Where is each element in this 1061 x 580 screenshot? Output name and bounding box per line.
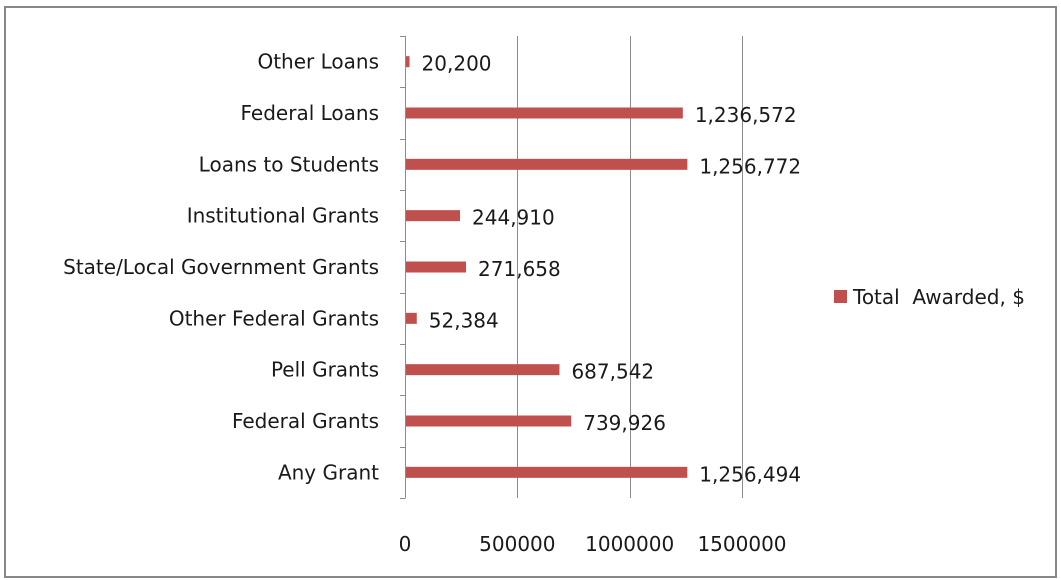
data-label: 1,256,494 <box>699 462 801 486</box>
category-label: Other Loans <box>257 50 379 74</box>
data-label: 244,910 <box>472 206 555 230</box>
bar <box>406 158 688 170</box>
bar <box>406 210 461 222</box>
category-label: State/Local Government Grants <box>63 255 379 279</box>
data-label: 1,236,572 <box>695 103 797 127</box>
bar <box>406 466 688 478</box>
bar <box>406 415 572 427</box>
data-label: 1,256,772 <box>699 154 801 178</box>
tick-labels: 0 500000 1000000 1500000 <box>399 532 787 556</box>
legend: Total Awarded, $ <box>834 285 1025 309</box>
category-label: Federal Grants <box>232 409 379 433</box>
chart-frame <box>4 6 1057 578</box>
x-tick-label: 1500000 <box>697 532 786 556</box>
category-label: Loans to Students <box>199 152 379 176</box>
data-label: 52,384 <box>429 308 499 332</box>
x-tick-label: 500000 <box>479 532 555 556</box>
bars <box>406 56 688 478</box>
x-tick-label: 1000000 <box>585 532 674 556</box>
category-labels: Any Grant Federal Grants Pell Grants Other … <box>63 50 379 485</box>
legend-label: Total Awarded, $ <box>852 285 1025 309</box>
bar <box>406 107 683 119</box>
category-label: Any Grant <box>278 460 379 484</box>
value-labels: 1,256,494 739,926 687,542 52,384 271,658 244,… <box>422 52 802 487</box>
category-label: Institutional Grants <box>187 204 379 228</box>
x-tick-label: 0 <box>399 532 412 556</box>
data-label: 739,926 <box>583 411 666 435</box>
bar <box>406 364 560 376</box>
bar <box>406 261 467 273</box>
legend-swatch <box>834 290 847 303</box>
bar <box>406 56 410 68</box>
axes <box>400 36 406 499</box>
bar <box>406 312 417 324</box>
data-label: 271,658 <box>478 257 561 281</box>
data-label: 687,542 <box>571 360 654 384</box>
category-label: Pell Grants <box>271 358 379 382</box>
data-label: 20,200 <box>422 52 492 76</box>
category-label: Other Federal Grants <box>169 306 379 330</box>
category-label: Federal Loans <box>241 101 380 125</box>
